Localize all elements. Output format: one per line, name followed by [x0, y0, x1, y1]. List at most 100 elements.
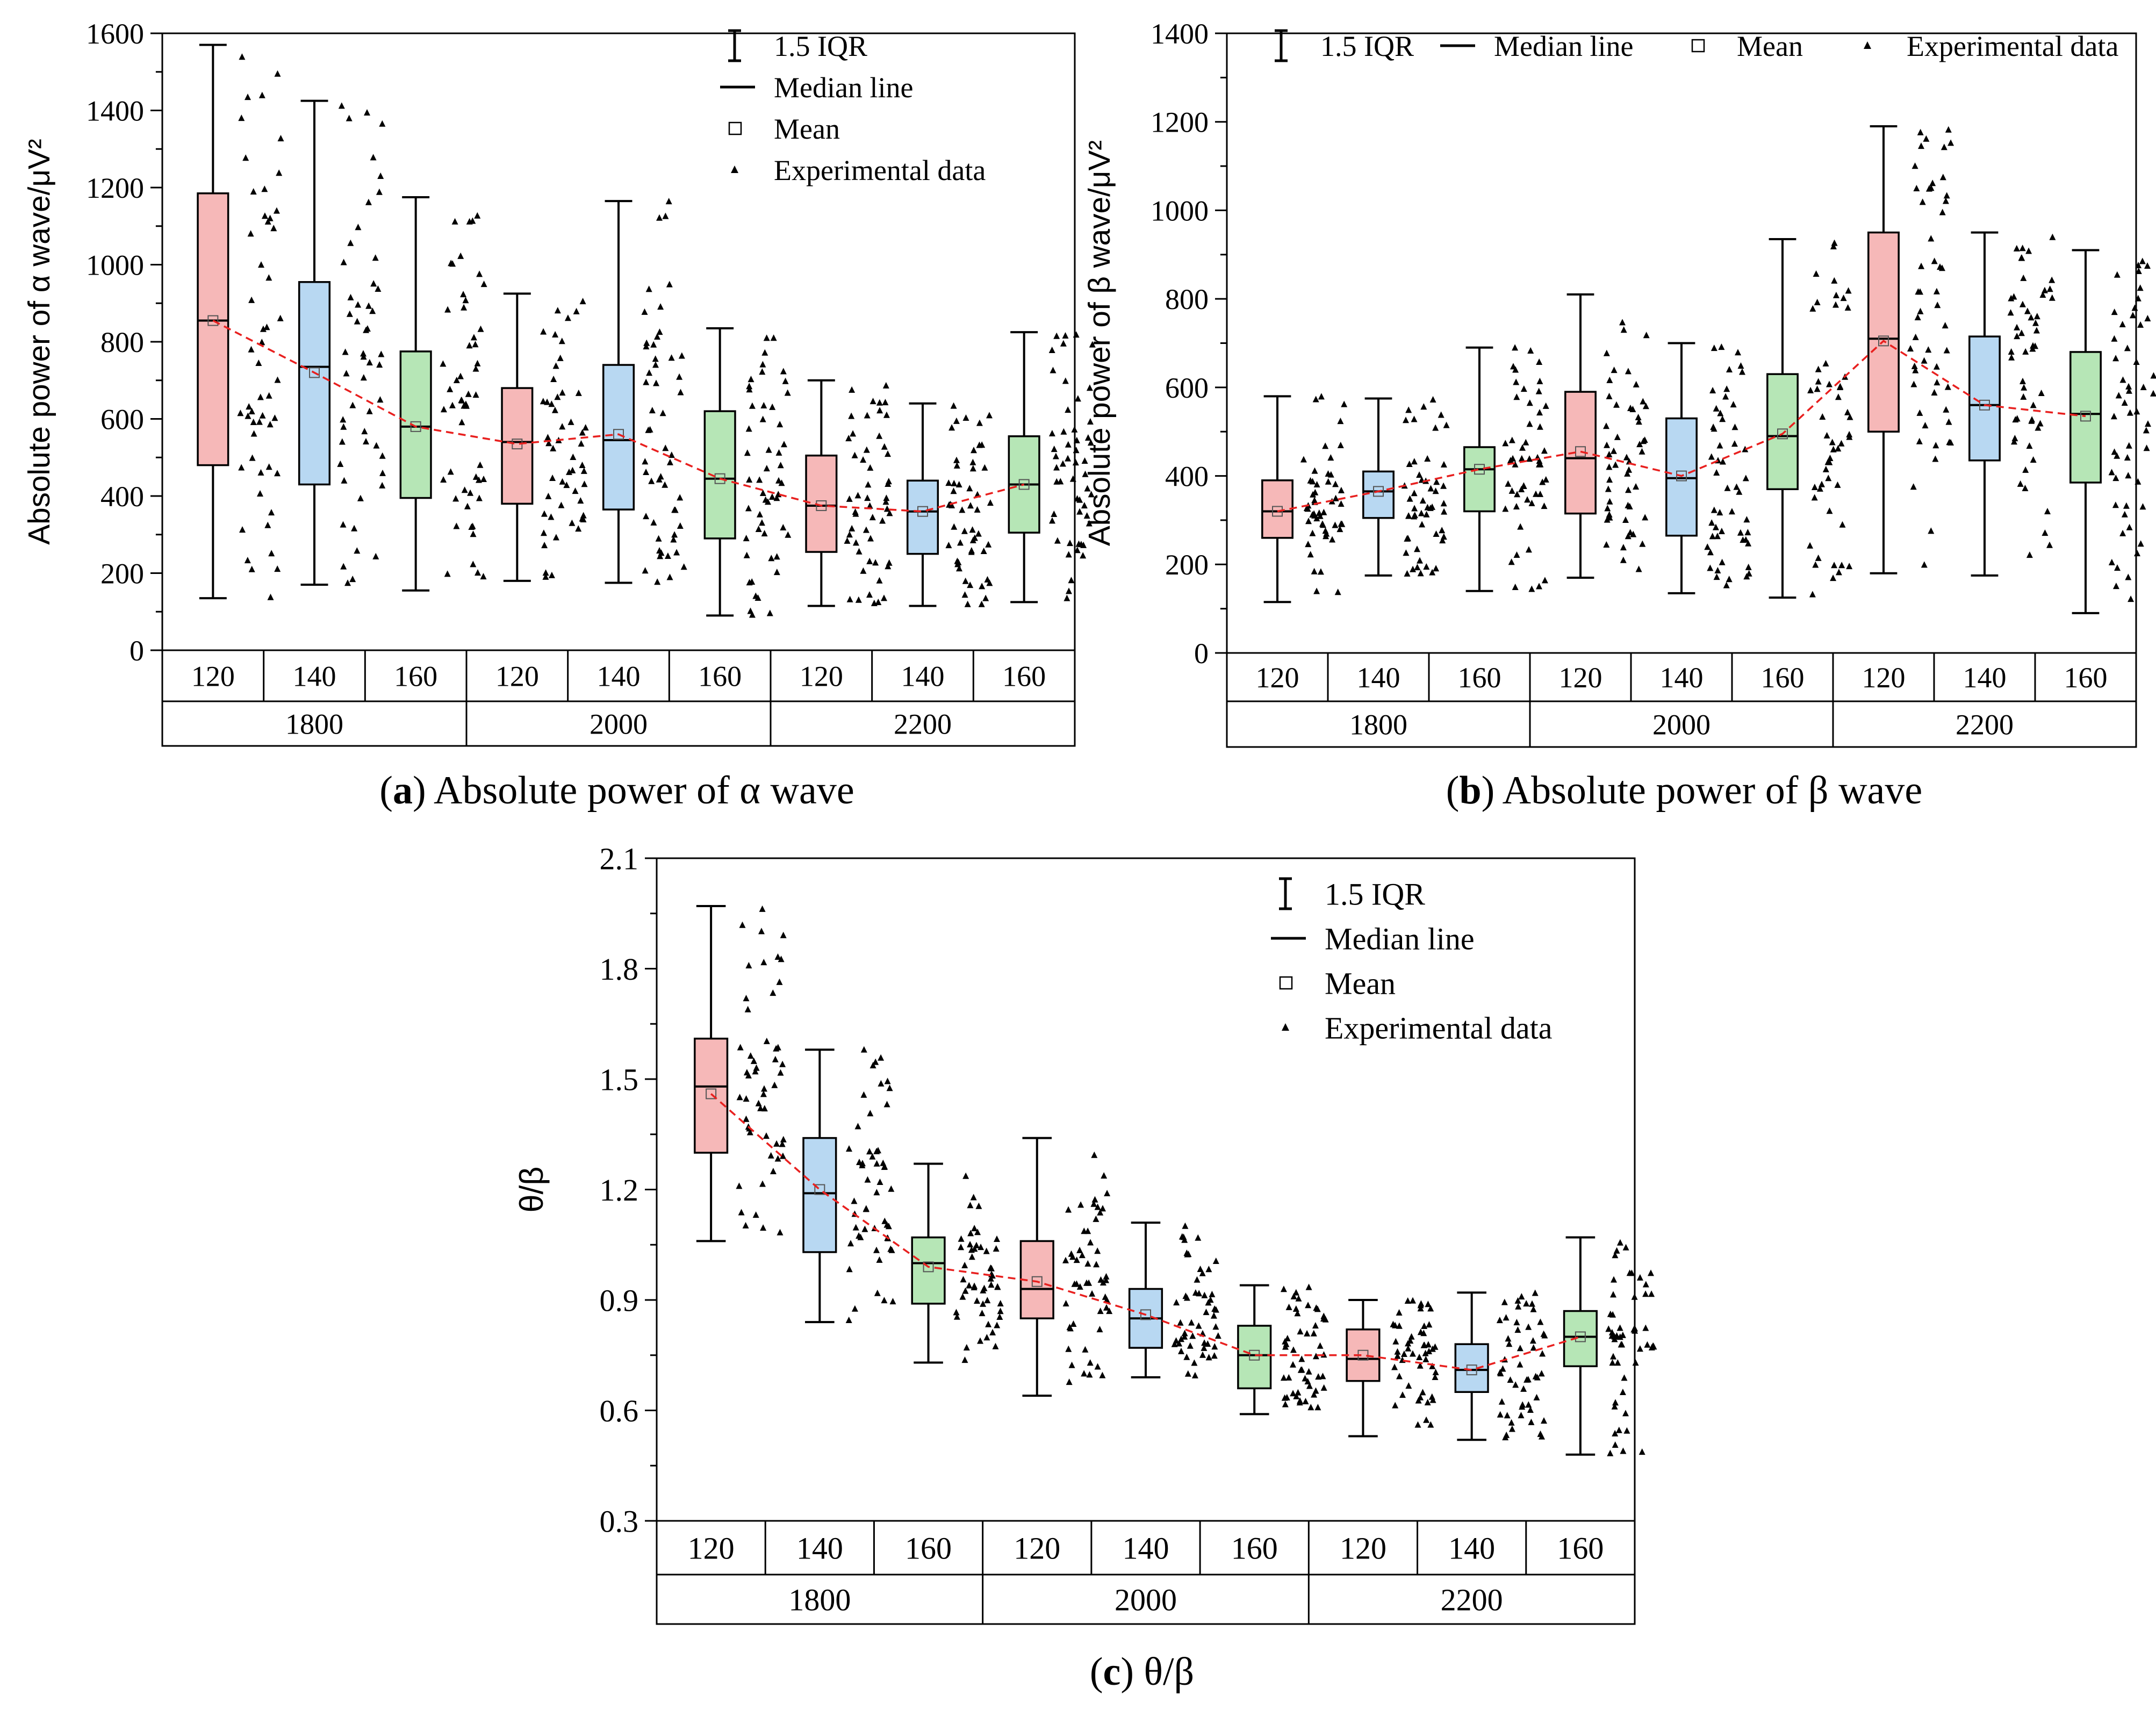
data-point — [859, 1161, 866, 1168]
group-label: 1800 — [285, 708, 343, 740]
data-point — [1507, 457, 1514, 464]
mean-marker — [309, 367, 320, 378]
data-point — [1619, 1331, 1626, 1338]
data-point — [1605, 485, 1612, 492]
data-point — [379, 120, 386, 127]
data-point — [2020, 377, 2026, 384]
data-point — [559, 389, 566, 396]
data-point — [554, 307, 561, 314]
data-point — [1297, 1328, 1304, 1335]
data-point — [1606, 476, 1613, 483]
data-point — [1315, 1373, 1322, 1380]
data-point — [2108, 469, 2115, 476]
data-point — [968, 548, 975, 555]
data-point — [1918, 142, 1924, 149]
data-point — [856, 1159, 863, 1165]
legend-mean-symbol — [1691, 39, 1705, 53]
y-tick-label: 600 — [100, 403, 144, 435]
data-point — [256, 418, 263, 425]
subcategory-label: 140 — [796, 1531, 843, 1565]
data-point — [1290, 1292, 1297, 1299]
data-point — [1912, 333, 1919, 340]
data-point — [1417, 557, 1423, 564]
data-point — [570, 454, 577, 460]
data-point — [1508, 1419, 1515, 1426]
data-point — [1433, 530, 1440, 537]
data-point — [966, 1282, 973, 1289]
legend-item-iqr — [1275, 29, 1288, 62]
data-point — [1440, 482, 1447, 489]
data-point — [1309, 478, 1316, 485]
data-point — [1923, 135, 1930, 142]
data-point — [1606, 498, 1613, 505]
data-point — [1612, 1429, 1619, 1436]
data-point — [1063, 594, 1070, 601]
legend-label: 1.5 IQR — [774, 30, 867, 62]
data-point — [1508, 487, 1515, 494]
data-point — [969, 458, 976, 465]
data-point — [962, 577, 969, 584]
data-point — [541, 542, 548, 549]
data-point — [1606, 376, 1613, 383]
data-point — [993, 1245, 1000, 1252]
data-point — [960, 1276, 967, 1283]
data-point — [2135, 268, 2142, 274]
data-point — [1947, 139, 1954, 146]
data-point — [971, 1225, 978, 1232]
data-point — [1630, 530, 1637, 537]
data-point — [1625, 368, 1632, 375]
data-point — [876, 432, 883, 439]
data-point — [1103, 1304, 1110, 1311]
data-point — [876, 407, 883, 414]
data-point — [650, 519, 657, 526]
data-point — [1907, 345, 1914, 352]
data-point — [770, 989, 777, 996]
data-point — [2011, 435, 2018, 442]
data-point — [852, 539, 859, 546]
y-tick-label: 400 — [1165, 460, 1209, 492]
data-point — [1512, 461, 1519, 468]
data-point — [945, 479, 952, 486]
data-point — [2124, 344, 2131, 351]
data-point — [2139, 257, 2146, 264]
data-point — [270, 225, 277, 232]
y-tick-label: 0.3 — [600, 1504, 639, 1539]
y-tick-label: 0 — [130, 635, 144, 667]
data-point — [961, 1262, 968, 1268]
data-point — [1830, 574, 1837, 581]
data-point — [977, 1337, 983, 1344]
subcategory-label: 120 — [1256, 662, 1299, 694]
data-point — [677, 494, 684, 501]
data-point — [2125, 383, 2132, 390]
data-point — [1065, 551, 1072, 558]
panel-a: 0 200 400 600 800 1000 1200 1400 1600 Absolute po… — [23, 18, 1096, 813]
data-point — [1178, 1347, 1184, 1354]
experimental-data-points — [1171, 1222, 1221, 1378]
data-point — [2137, 540, 2144, 547]
legend-item-data — [1282, 1023, 1289, 1031]
data-point — [552, 331, 559, 337]
data-point — [656, 547, 663, 554]
data-point — [1832, 301, 1839, 308]
data-point — [2139, 503, 2146, 510]
data-point — [274, 470, 281, 477]
data-point — [1536, 583, 1542, 590]
data-point — [1919, 198, 1926, 205]
mean-marker — [714, 473, 725, 484]
experimental-data-points — [1603, 319, 1650, 572]
data-point — [1073, 1256, 1080, 1263]
data-point — [1062, 1256, 1069, 1263]
data-point — [986, 412, 993, 419]
data-point — [581, 480, 588, 487]
data-point — [974, 1297, 980, 1304]
data-point — [876, 577, 883, 584]
data-point — [1527, 347, 1534, 354]
data-point — [879, 517, 886, 524]
data-point — [575, 389, 582, 396]
data-point — [852, 1224, 859, 1231]
data-point — [759, 415, 766, 422]
data-point — [1541, 447, 1548, 454]
data-point — [978, 600, 985, 607]
data-point — [846, 495, 853, 502]
